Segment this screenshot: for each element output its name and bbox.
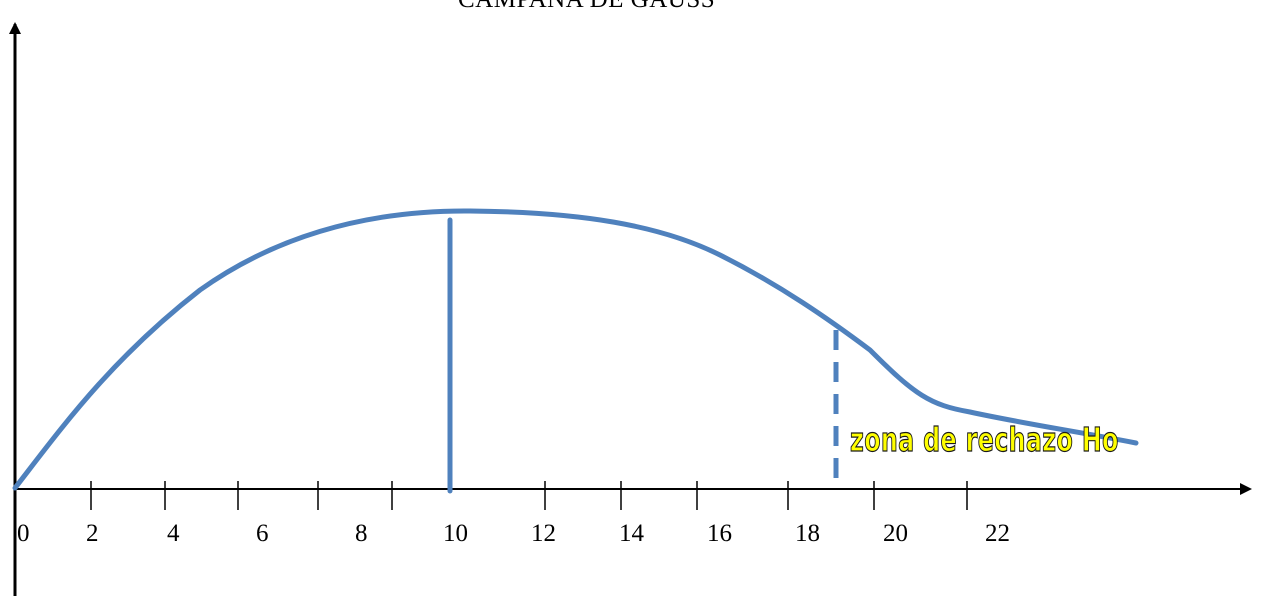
tick-label-12: 12	[531, 520, 556, 547]
rejection-zone-label: zona de rechazo Ho	[850, 419, 1119, 459]
tick-label-2: 2	[86, 520, 99, 547]
tick-label-10: 10	[443, 520, 468, 547]
tick-label-20: 20	[883, 520, 908, 547]
tick-label-22: 22	[985, 520, 1010, 547]
x-axis-ticks	[90, 481, 968, 510]
tick-label-14: 14	[619, 520, 644, 547]
tick-label-6: 6	[256, 520, 269, 547]
tick-label-18: 18	[795, 520, 820, 547]
diagram-title: CAMPANA DE GAUSS	[458, 0, 715, 14]
tick-label-0: 0	[17, 520, 30, 547]
tick-label-8: 8	[355, 520, 368, 547]
tick-label-4: 4	[167, 520, 180, 547]
tick-label-16: 16	[707, 520, 732, 547]
distribution-curve	[12, 208, 1139, 491]
